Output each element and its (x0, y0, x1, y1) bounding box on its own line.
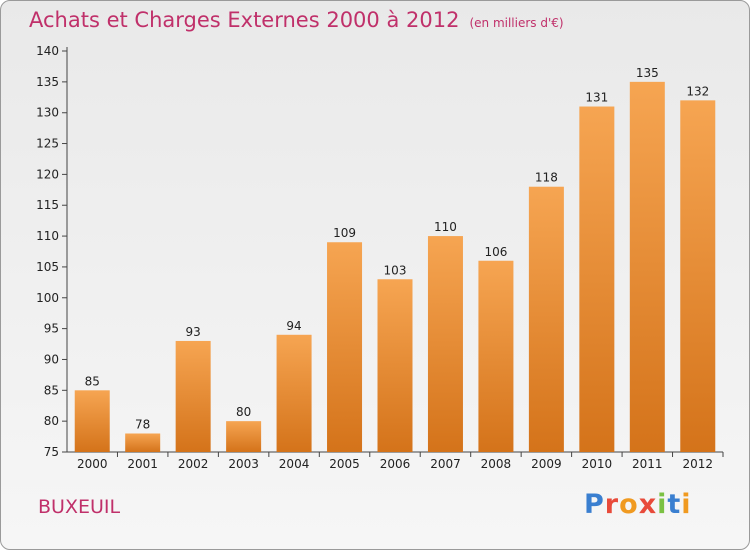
x-tick-label-2008: 2008 (481, 457, 512, 471)
x-tick-label-2001: 2001 (127, 457, 158, 471)
logo-letter: i (681, 489, 692, 520)
commune-name: BUXEUIL (38, 496, 121, 518)
data-label-2002: 93 (186, 325, 201, 339)
y-tick-label: 120 (36, 167, 59, 181)
y-tick-label: 130 (36, 106, 59, 120)
logo-letter: x (638, 489, 658, 520)
logo-letter: P (584, 489, 605, 520)
data-label-2011: 135 (636, 66, 659, 80)
bar-2010 (579, 106, 615, 453)
y-tick-label: 135 (36, 75, 59, 89)
data-label-2008: 106 (484, 245, 507, 259)
bar-2011 (629, 81, 665, 452)
data-label-2006: 103 (384, 263, 407, 277)
y-tick-label: 75 (44, 445, 59, 459)
x-tick-label-2005: 2005 (329, 457, 360, 471)
proxiti-logo[interactable]: Proxiti (584, 489, 692, 520)
y-tick-label: 125 (36, 137, 59, 151)
data-label-2005: 109 (333, 226, 356, 240)
data-label-2007: 110 (434, 220, 457, 234)
bar-2003 (226, 421, 262, 452)
bar-2012 (680, 100, 716, 452)
y-tick-label: 85 (44, 383, 59, 397)
y-tick-label: 115 (36, 198, 59, 212)
x-tick-label-2010: 2010 (582, 457, 613, 471)
data-label-2001: 78 (135, 417, 150, 431)
data-label-2010: 131 (585, 91, 608, 105)
data-label-2012: 132 (686, 84, 709, 98)
data-label-2004: 94 (286, 319, 301, 333)
axes: 75 80 85 90 95 100 105 110 115 120 125 130 135 140 200… (36, 44, 724, 471)
bar-2001 (125, 433, 161, 452)
data-label-2009: 118 (535, 171, 558, 185)
chart-title: Achats et Charges Externes 2000 à 2012 (e… (29, 8, 564, 32)
x-tick-label-2006: 2006 (380, 457, 411, 471)
y-tick-label: 80 (44, 414, 59, 428)
x-tick-label-2003: 2003 (228, 457, 259, 471)
y-tick-label: 105 (36, 260, 59, 274)
data-labels: 85 78 93 80 94 109 103 110 106 118 131 135 132 (85, 66, 710, 432)
chart-subtitle: (en milliers d'€) (469, 16, 564, 30)
x-tick-label-2007: 2007 (430, 457, 461, 471)
x-tick-label-2012: 2012 (682, 457, 713, 471)
bar-2002 (175, 340, 211, 452)
x-tick-label-2004: 2004 (279, 457, 310, 471)
data-label-2003: 80 (236, 405, 251, 419)
bar-2006 (377, 279, 413, 452)
bar-2005 (327, 242, 363, 452)
y-tick-label: 90 (44, 352, 59, 366)
bars (74, 81, 716, 453)
logo-letter: o (619, 489, 639, 520)
data-label-2000: 85 (85, 374, 100, 388)
bar-2004 (276, 334, 312, 452)
y-tick-label: 95 (44, 322, 59, 336)
y-tick-label: 100 (36, 291, 59, 305)
logo-letter: i (657, 489, 668, 520)
y-tick-label: 140 (36, 44, 59, 58)
x-tick-label-2009: 2009 (531, 457, 562, 471)
title-text: Achats et Charges Externes 2000 à 2012 (29, 8, 460, 32)
logo-letter: t (667, 489, 682, 520)
x-tick-label-2002: 2002 (178, 457, 209, 471)
x-tick-label-2011: 2011 (632, 457, 663, 471)
logo-letter: r (604, 489, 620, 520)
bar-2009 (528, 186, 564, 452)
bar-2008 (478, 260, 514, 452)
bar-2000 (74, 390, 110, 452)
bar-2007 (427, 236, 463, 452)
x-tick-label-2000: 2000 (77, 457, 108, 471)
y-tick-label: 110 (36, 229, 59, 243)
